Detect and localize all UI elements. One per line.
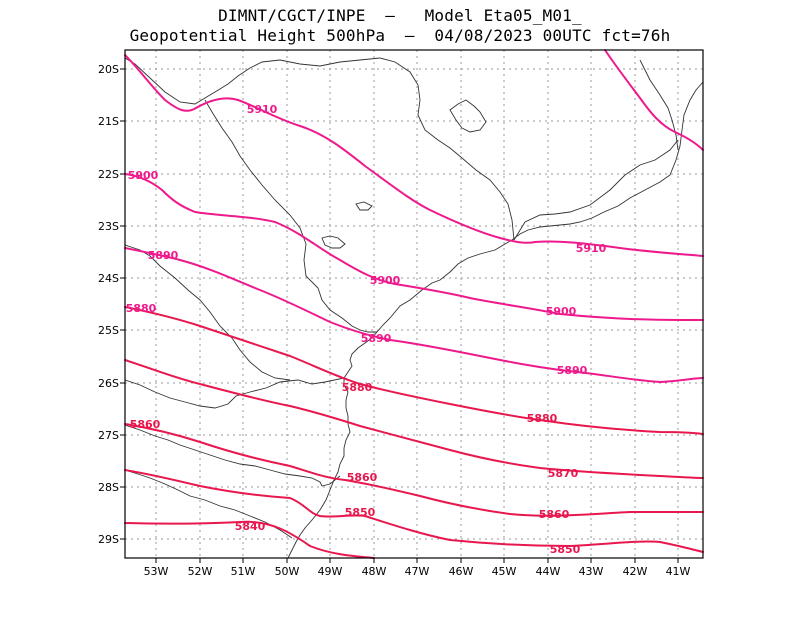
lat-label: 21S [98, 115, 119, 128]
contour-5910-east [604, 49, 704, 151]
contour-5890 [124, 247, 704, 383]
island-1 [449, 99, 487, 133]
contour-label: 5860 [347, 471, 378, 484]
lon-label: 51W [231, 565, 256, 578]
contour-5850 [124, 469, 704, 553]
lat-label: 26S [98, 377, 119, 390]
lat-label: 27S [98, 429, 119, 442]
contour-label: 5880 [342, 381, 373, 394]
argentina-border [124, 469, 293, 539]
contour-label: 5840 [235, 520, 266, 533]
coastlines-borders [124, 57, 704, 559]
contour-label: 5910 [576, 242, 607, 255]
lon-label: 42W [623, 565, 648, 578]
lon-label: 43W [579, 565, 604, 578]
ticks [120, 68, 679, 563]
lon-label: 46W [449, 565, 474, 578]
mg-rj-border [513, 139, 679, 241]
sp-mg-border [124, 57, 515, 241]
lat-label: 20S [98, 63, 119, 76]
pr-sc-border [124, 377, 345, 409]
contour-label: 5900 [546, 305, 577, 318]
contours [124, 49, 704, 559]
lon-label: 41W [666, 565, 691, 578]
contour-label: 5890 [557, 364, 588, 377]
contour-label: 5880 [527, 412, 558, 425]
coastline-south [287, 331, 378, 559]
title-line-2: Geopotential Height 500hPa – 04/08/2023 … [129, 26, 671, 45]
lon-label: 45W [492, 565, 517, 578]
contour-label: 5910 [247, 103, 278, 116]
contour-5900 [124, 173, 704, 321]
lon-label: 44W [536, 565, 561, 578]
contour-label: 5900 [128, 169, 159, 182]
lat-label: 24S [98, 272, 119, 285]
contour-label: 5860 [539, 508, 570, 521]
lat-label: 28S [98, 481, 119, 494]
title-line-1: DIMNT/CGCT/INPE – Model Eta05_M01_ [218, 6, 582, 25]
contour-label: 5850 [550, 543, 581, 556]
contour-5840 [124, 520, 375, 559]
contour-labels: 5910 5900 5910 5890 5900 5880 5890 5900 … [126, 103, 607, 556]
lon-label: 53W [144, 565, 169, 578]
plot-frame [124, 49, 704, 559]
contour-5880 [124, 306, 704, 435]
lat-label: 25S [98, 324, 119, 337]
mg-es-border [639, 59, 679, 151]
lon-label: 50W [275, 565, 300, 578]
lon-label: 47W [405, 565, 430, 578]
contour-label: 5880 [126, 302, 157, 315]
contour-label: 5890 [148, 249, 179, 262]
sp-pr-border [204, 99, 377, 333]
lat-label: 22S [98, 168, 119, 181]
contour-5860 [124, 423, 704, 517]
lat-labels: 20S 21S 22S 23S 24S 25S 26S 27S 28S 29S [98, 63, 119, 546]
lon-label: 48W [362, 565, 387, 578]
sc-rs-border [124, 424, 341, 487]
ms-border [124, 244, 291, 381]
contour-5910-west [124, 54, 704, 257]
island-3 [355, 201, 373, 211]
island-2 [321, 235, 346, 249]
contour-label: 5870 [548, 467, 579, 480]
graticule [125, 50, 703, 558]
lon-labels: 53W 52W 51W 50W 49W 48W 47W 46W 45W 44W … [144, 565, 691, 578]
coastline [376, 81, 704, 333]
contour-label: 5860 [130, 418, 161, 431]
contour-label: 5890 [361, 332, 392, 345]
lon-label: 52W [188, 565, 213, 578]
lon-label: 49W [318, 565, 343, 578]
contour-5870 [124, 359, 704, 479]
lat-label: 23S [98, 220, 119, 233]
contour-label: 5850 [345, 506, 376, 519]
lat-label: 29S [98, 533, 119, 546]
contour-label: 5900 [370, 274, 401, 287]
